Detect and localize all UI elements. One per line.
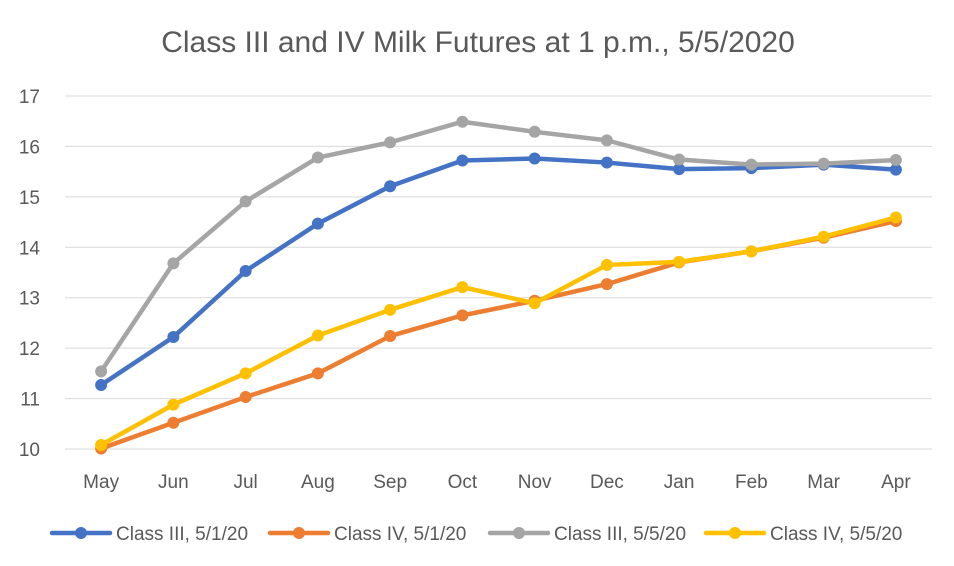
data-point [95,365,108,378]
legend-label: Class III, 5/1/20 [116,524,248,545]
data-point [311,329,324,342]
y-tick-label: 15 [19,188,40,209]
gridlines [65,95,932,450]
data-point [384,330,397,343]
data-point [167,398,180,411]
legend-swatch-marker [729,527,741,539]
y-tick-label: 14 [19,238,41,259]
data-point [745,245,758,258]
x-tick-label: Nov [518,472,552,493]
x-tick-label: May [83,472,119,493]
legend-swatch-marker [75,527,87,539]
legend-label: Class IV, 5/1/20 [334,524,466,545]
data-point [600,156,613,169]
data-point [889,154,902,167]
data-point [384,136,397,149]
series-line [98,215,899,448]
data-point [600,134,613,147]
data-point [239,367,252,380]
data-point [745,158,758,171]
legend-label: Class IV, 5/5/20 [770,524,902,545]
data-point [239,391,252,404]
data-point [239,195,252,208]
series-group [95,115,902,378]
data-point [167,331,180,344]
data-point [384,180,397,193]
y-tick-label: 16 [19,137,40,158]
x-tick-label: Feb [735,472,768,493]
x-tick-label: Jul [233,472,257,493]
series-group [95,215,902,455]
x-tick-label: Jun [158,472,189,493]
x-tick-label: Sep [373,472,407,493]
data-point [889,211,902,224]
data-point [889,163,902,176]
series-group [95,152,902,391]
data-point [167,257,180,270]
y-tick-label: 13 [19,289,40,310]
data-point [384,303,397,316]
y-tick-label: 11 [20,390,40,411]
series-line [98,119,899,374]
data-point [167,416,180,429]
data-point [817,230,830,243]
legend-swatch-marker [293,527,305,539]
data-point [311,367,324,380]
data-point [311,217,324,230]
chart-title: Class III and IV Milk Futures at 1 p.m.,… [161,26,795,59]
data-point [528,125,541,138]
x-tick-label: Mar [807,472,840,493]
data-point [95,438,108,451]
y-tick-label: 10 [19,440,40,461]
y-tick-label: 17 [19,87,40,108]
y-tick-label: 12 [19,339,40,360]
series-group [95,211,902,451]
data-point [95,378,108,391]
data-point [239,264,252,277]
x-tick-label: Apr [881,472,911,493]
legend-label: Class III, 5/5/20 [554,524,686,545]
data-point [456,154,469,167]
series-line [98,156,899,388]
data-point [456,115,469,128]
data-point [311,151,324,164]
x-axis-ticks: May Jun Jul Aug Sep Oct Nov Dec Jan Feb Mar Apr [83,472,911,493]
x-tick-label: Jan [664,472,695,493]
data-point [673,163,686,176]
series-lines [95,115,902,455]
data-point [456,309,469,322]
data-point [817,157,830,170]
legend-swatch-marker [513,527,525,539]
legend: Class III, 5/1/20 Class IV, 5/1/20 Class I… [49,524,902,545]
data-point [673,153,686,166]
data-point [600,258,613,271]
x-tick-label: Aug [301,472,335,493]
data-point [456,281,469,294]
y-axis-ticks: 10 11 12 13 14 15 16 17 [19,87,41,461]
data-point [600,278,613,291]
data-point [528,152,541,165]
x-tick-label: Oct [448,472,478,493]
series-line [98,218,899,451]
data-point [673,255,686,268]
data-point [528,297,541,310]
x-tick-label: Dec [590,472,624,493]
